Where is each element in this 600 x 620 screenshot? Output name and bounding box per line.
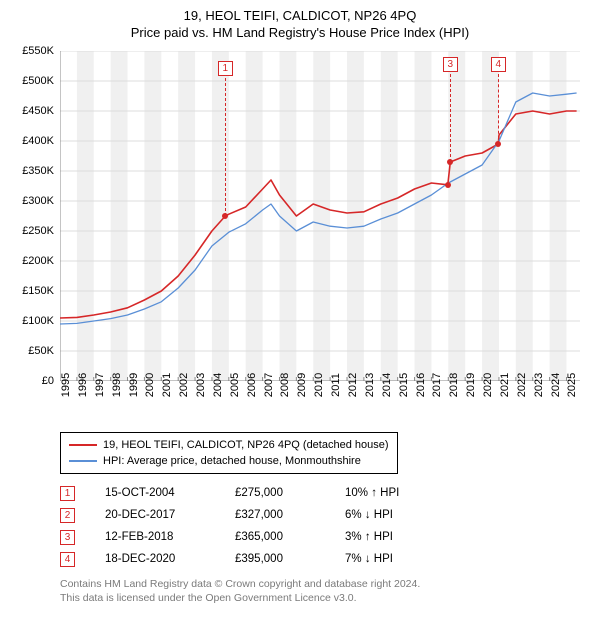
marker-guide-line bbox=[498, 74, 499, 144]
y-tick-label: £500K bbox=[22, 75, 54, 87]
x-tick-label: 2023 bbox=[533, 373, 545, 397]
x-tick-label: 1999 bbox=[128, 373, 140, 397]
x-tick-label: 2017 bbox=[431, 373, 443, 397]
sale-row: 2 20-DEC-2017£327,0006% ↓ HPI bbox=[60, 504, 590, 526]
legend: 19, HEOL TEIFI, CALDICOT, NP26 4PQ (deta… bbox=[60, 432, 398, 474]
x-tick-label: 2011 bbox=[330, 373, 342, 397]
x-tick-label: 2016 bbox=[415, 373, 427, 397]
y-axis: £0£50K£100K£150K£200K£250K£300K£350K£400… bbox=[10, 51, 58, 381]
sale-row: 3 12-FEB-2018£365,0003% ↑ HPI bbox=[60, 526, 590, 548]
sale-price: £275,000 bbox=[235, 487, 345, 499]
x-tick-label: 1995 bbox=[60, 373, 72, 397]
sale-price: £395,000 bbox=[235, 553, 345, 565]
sales-table: 1 15-OCT-2004£275,00010% ↑ HPI 2 20-DEC-201… bbox=[60, 482, 590, 570]
legend-label: 19, HEOL TEIFI, CALDICOT, NP26 4PQ (deta… bbox=[103, 439, 389, 451]
x-tick-label: 2015 bbox=[398, 373, 410, 397]
x-tick-label: 2020 bbox=[482, 373, 494, 397]
y-tick-label: £300K bbox=[22, 195, 54, 207]
legend-swatch bbox=[69, 444, 97, 446]
sale-date: 12-FEB-2018 bbox=[105, 531, 235, 543]
marker-label: 3 bbox=[443, 57, 458, 72]
marker-guide-line bbox=[450, 74, 451, 162]
marker-guide-line bbox=[225, 78, 226, 216]
footnote-line: This data is licensed under the Open Gov… bbox=[60, 592, 590, 606]
chart-title: 19, HEOL TEIFI, CALDICOT, NP26 4PQ bbox=[10, 8, 590, 23]
plot-svg bbox=[60, 51, 580, 381]
x-tick-label: 2001 bbox=[161, 373, 173, 397]
x-tick-label: 2003 bbox=[195, 373, 207, 397]
sale-row: 4 18-DEC-2020£395,0007% ↓ HPI bbox=[60, 548, 590, 570]
sale-marker: 1 bbox=[60, 486, 75, 501]
sale-date: 15-OCT-2004 bbox=[105, 487, 235, 499]
sale-date: 18-DEC-2020 bbox=[105, 553, 235, 565]
x-tick-label: 2025 bbox=[566, 373, 578, 397]
x-tick-label: 1996 bbox=[77, 373, 89, 397]
x-tick-label: 2000 bbox=[144, 373, 156, 397]
y-tick-label: £100K bbox=[22, 315, 54, 327]
legend-item: 19, HEOL TEIFI, CALDICOT, NP26 4PQ (deta… bbox=[69, 437, 389, 453]
footnote-line: Contains HM Land Registry data © Crown c… bbox=[60, 578, 590, 592]
x-axis: 1995199619971998199920002001200220032004… bbox=[60, 381, 580, 426]
marker-dot bbox=[445, 182, 451, 188]
sale-row: 1 15-OCT-2004£275,00010% ↑ HPI bbox=[60, 482, 590, 504]
sale-price: £327,000 bbox=[235, 509, 345, 521]
x-tick-label: 2013 bbox=[364, 373, 376, 397]
x-tick-label: 2009 bbox=[296, 373, 308, 397]
chart-container: 19, HEOL TEIFI, CALDICOT, NP26 4PQ Price… bbox=[0, 0, 600, 613]
y-tick-label: £200K bbox=[22, 255, 54, 267]
footnote: Contains HM Land Registry data © Crown c… bbox=[60, 578, 590, 605]
x-tick-label: 2002 bbox=[178, 373, 190, 397]
y-tick-label: £400K bbox=[22, 135, 54, 147]
x-tick-label: 2005 bbox=[229, 373, 241, 397]
plot-region: 1 3 4 bbox=[60, 51, 580, 381]
x-tick-label: 2022 bbox=[516, 373, 528, 397]
chart-area: £0 £50K £100K £150K £200K £250K £300K £350K £400… bbox=[10, 46, 590, 426]
y-tick-label: £50K bbox=[28, 345, 54, 357]
x-tick-label: 2019 bbox=[465, 373, 477, 397]
y-tick-label: £250K bbox=[22, 225, 54, 237]
x-tick-label: 2012 bbox=[347, 373, 359, 397]
legend-swatch bbox=[69, 460, 97, 462]
legend-item: HPI: Average price, detached house, Monm… bbox=[69, 453, 389, 469]
x-tick-label: 2008 bbox=[279, 373, 291, 397]
sale-marker: 2 bbox=[60, 508, 75, 523]
y-tick-label: £450K bbox=[22, 105, 54, 117]
sale-price: £365,000 bbox=[235, 531, 345, 543]
sale-hpi-diff: 10% ↑ HPI bbox=[345, 487, 455, 499]
x-tick-label: 2004 bbox=[212, 373, 224, 397]
x-tick-label: 2021 bbox=[499, 373, 511, 397]
marker-label: 1 bbox=[218, 61, 233, 76]
sale-marker: 3 bbox=[60, 530, 75, 545]
sale-hpi-diff: 6% ↓ HPI bbox=[345, 509, 455, 521]
x-tick-label: 1997 bbox=[94, 373, 106, 397]
x-tick-label: 2006 bbox=[246, 373, 258, 397]
y-tick-label: £0 bbox=[42, 375, 54, 387]
marker-label: 4 bbox=[491, 57, 506, 72]
x-tick-label: 2007 bbox=[263, 373, 275, 397]
sale-hpi-diff: 3% ↑ HPI bbox=[345, 531, 455, 543]
title-block: 19, HEOL TEIFI, CALDICOT, NP26 4PQ Price… bbox=[10, 8, 590, 40]
x-tick-label: 2014 bbox=[381, 373, 393, 397]
chart-subtitle: Price paid vs. HM Land Registry's House … bbox=[10, 25, 590, 40]
y-tick-label: £350K bbox=[22, 165, 54, 177]
x-tick-label: 2018 bbox=[448, 373, 460, 397]
marker-dot bbox=[222, 213, 228, 219]
x-tick-label: 2024 bbox=[550, 373, 562, 397]
y-tick-label: £150K bbox=[22, 285, 54, 297]
sale-date: 20-DEC-2017 bbox=[105, 509, 235, 521]
marker-dot bbox=[495, 141, 501, 147]
legend-label: HPI: Average price, detached house, Monm… bbox=[103, 455, 361, 467]
x-tick-label: 2010 bbox=[313, 373, 325, 397]
sale-hpi-diff: 7% ↓ HPI bbox=[345, 553, 455, 565]
sale-marker: 4 bbox=[60, 552, 75, 567]
marker-dot bbox=[447, 159, 453, 165]
x-tick-label: 1998 bbox=[111, 373, 123, 397]
y-tick-label: £550K bbox=[22, 45, 54, 57]
